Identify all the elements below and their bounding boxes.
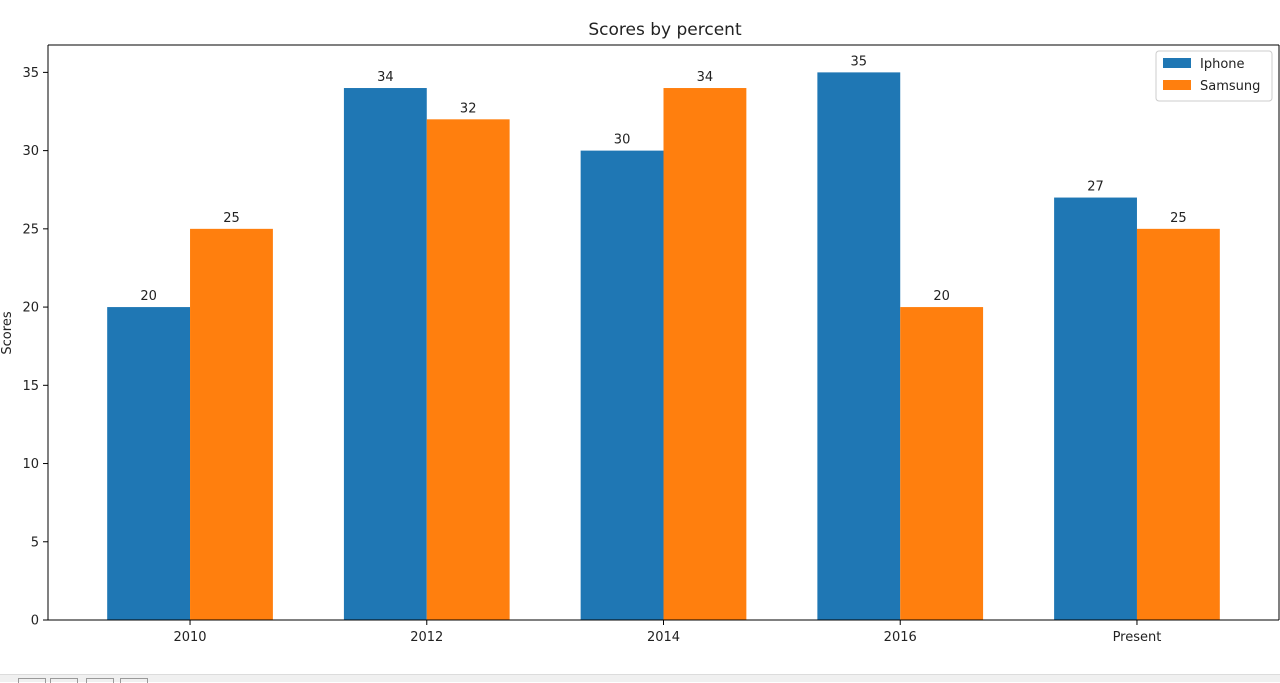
legend-swatch [1163,80,1191,90]
y-tick-label: 20 [22,301,39,316]
legend-label: Samsung [1200,79,1260,94]
bar [107,307,191,620]
legend: Iphone Samsung [1155,50,1273,102]
y-tick-label: 10 [22,457,39,472]
bar [190,228,273,620]
y-tick-label: 35 [22,66,39,81]
y-axis-label: Scores [0,311,15,354]
y-tick-label: 30 [22,144,39,159]
bar [900,307,984,620]
bars-layer [107,72,1220,620]
x-tick-label: Present [1113,630,1162,645]
y-tick-label: 15 [22,379,39,394]
y-tick-label: 25 [22,222,39,237]
bar [1136,228,1220,620]
legend-swatch [1163,58,1191,68]
bar [1054,197,1137,620]
data-label: 30 [614,133,631,148]
axes-layer: 0 5 10 15 20 25 30 35 2010 2012 2014 2016 Present [22,44,1280,645]
data-label: 27 [1087,180,1104,195]
bar [343,88,427,620]
x-tick-label: 2010 [173,630,206,645]
data-label: 34 [377,70,394,85]
data-label: 20 [140,289,157,304]
data-label: 32 [460,101,477,116]
y-tick-label: 5 [31,535,39,550]
chart-title: Scores by percent [588,20,742,40]
x-tick-label: 2014 [647,630,680,645]
data-label: 35 [851,54,868,69]
bar [580,150,664,620]
x-tick-label: 2016 [884,630,917,645]
x-tick-label: 2012 [410,630,443,645]
y-tick-label: 0 [31,614,39,629]
legend-label: Iphone [1200,57,1245,72]
bar [817,72,901,620]
data-label: 20 [933,289,950,304]
data-label: 25 [1170,211,1187,226]
data-label: 34 [697,70,714,85]
bar [663,88,747,620]
bar [426,119,510,620]
data-label: 25 [223,211,240,226]
data-labels-layer: 20 34 30 35 27 25 32 34 20 25 [140,54,1186,304]
